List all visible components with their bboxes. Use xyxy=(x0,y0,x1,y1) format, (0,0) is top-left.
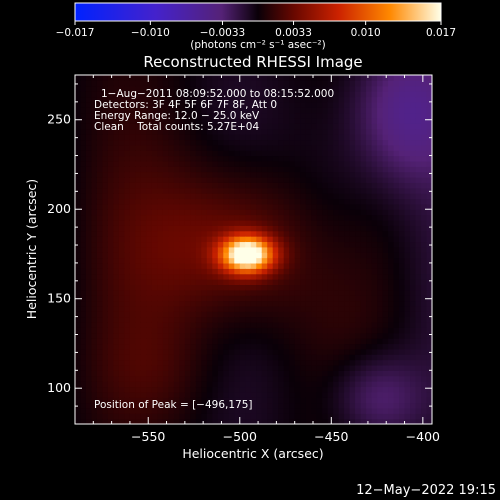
colorbar-units-label: (photons cm⁻² s⁻¹ asec⁻²) xyxy=(190,39,325,51)
x-tick-label: −450 xyxy=(314,429,348,444)
chart-title: Reconstructed RHESSI Image xyxy=(143,53,362,71)
y-tick-label: 200 xyxy=(47,201,71,216)
heatmap-image xyxy=(75,75,432,424)
colorbar-tick-label: −0.017 xyxy=(56,27,95,39)
x-tick-label: −500 xyxy=(223,429,257,444)
colorbar: −0.017 −0.010 −0.0033 0.0033 0.010 0.017 (pho… xyxy=(56,2,456,51)
y-tick-label: 150 xyxy=(47,291,71,306)
colorbar-tick-label: −0.010 xyxy=(131,27,170,39)
colorbar-tick-label: −0.0033 xyxy=(200,27,246,39)
colorbar-gradient xyxy=(74,2,442,22)
peak-position-label: Position of Peak = [−496,175] xyxy=(94,399,253,411)
annotation-counts: Clean Total counts: 5.27E+04 xyxy=(94,121,259,133)
colorbar-tick-label: 0.010 xyxy=(351,27,381,39)
y-tick-label: 250 xyxy=(47,112,71,127)
x-tick-label: −550 xyxy=(131,429,165,444)
annotation-detectors: Detectors: 3F 4F 5F 6F 7F 8F, Att 0 xyxy=(94,99,277,111)
y-axis-label: Heliocentric Y (arcsec) xyxy=(24,179,39,319)
y-tick-label: 100 xyxy=(47,380,71,395)
plot-frame xyxy=(74,74,433,425)
axis-ticks: −550 −500 −450 −400 100 150 200 250 xyxy=(47,75,440,444)
x-tick-label: −400 xyxy=(406,429,440,444)
annotation-block: 1−Aug−2011 08:09:52.000 to 08:15:52.000 … xyxy=(94,88,334,133)
footer-timestamp: 12−May−2022 19:15 xyxy=(356,483,496,498)
annotation-energy-range: Energy Range: 12.0 − 25.0 keV xyxy=(94,110,260,122)
colorbar-ticks: −0.017 −0.010 −0.0033 0.0033 0.010 0.017 xyxy=(56,21,456,39)
colorbar-tick-label: 0.017 xyxy=(426,27,456,39)
annotation-time-range: 1−Aug−2011 08:09:52.000 to 08:15:52.000 xyxy=(101,88,334,100)
colorbar-tick-label: 0.0033 xyxy=(275,27,312,39)
plot-area: −550 −500 −450 −400 100 150 200 250 xyxy=(47,74,440,444)
x-axis-label: Heliocentric X (arcsec) xyxy=(182,446,323,461)
